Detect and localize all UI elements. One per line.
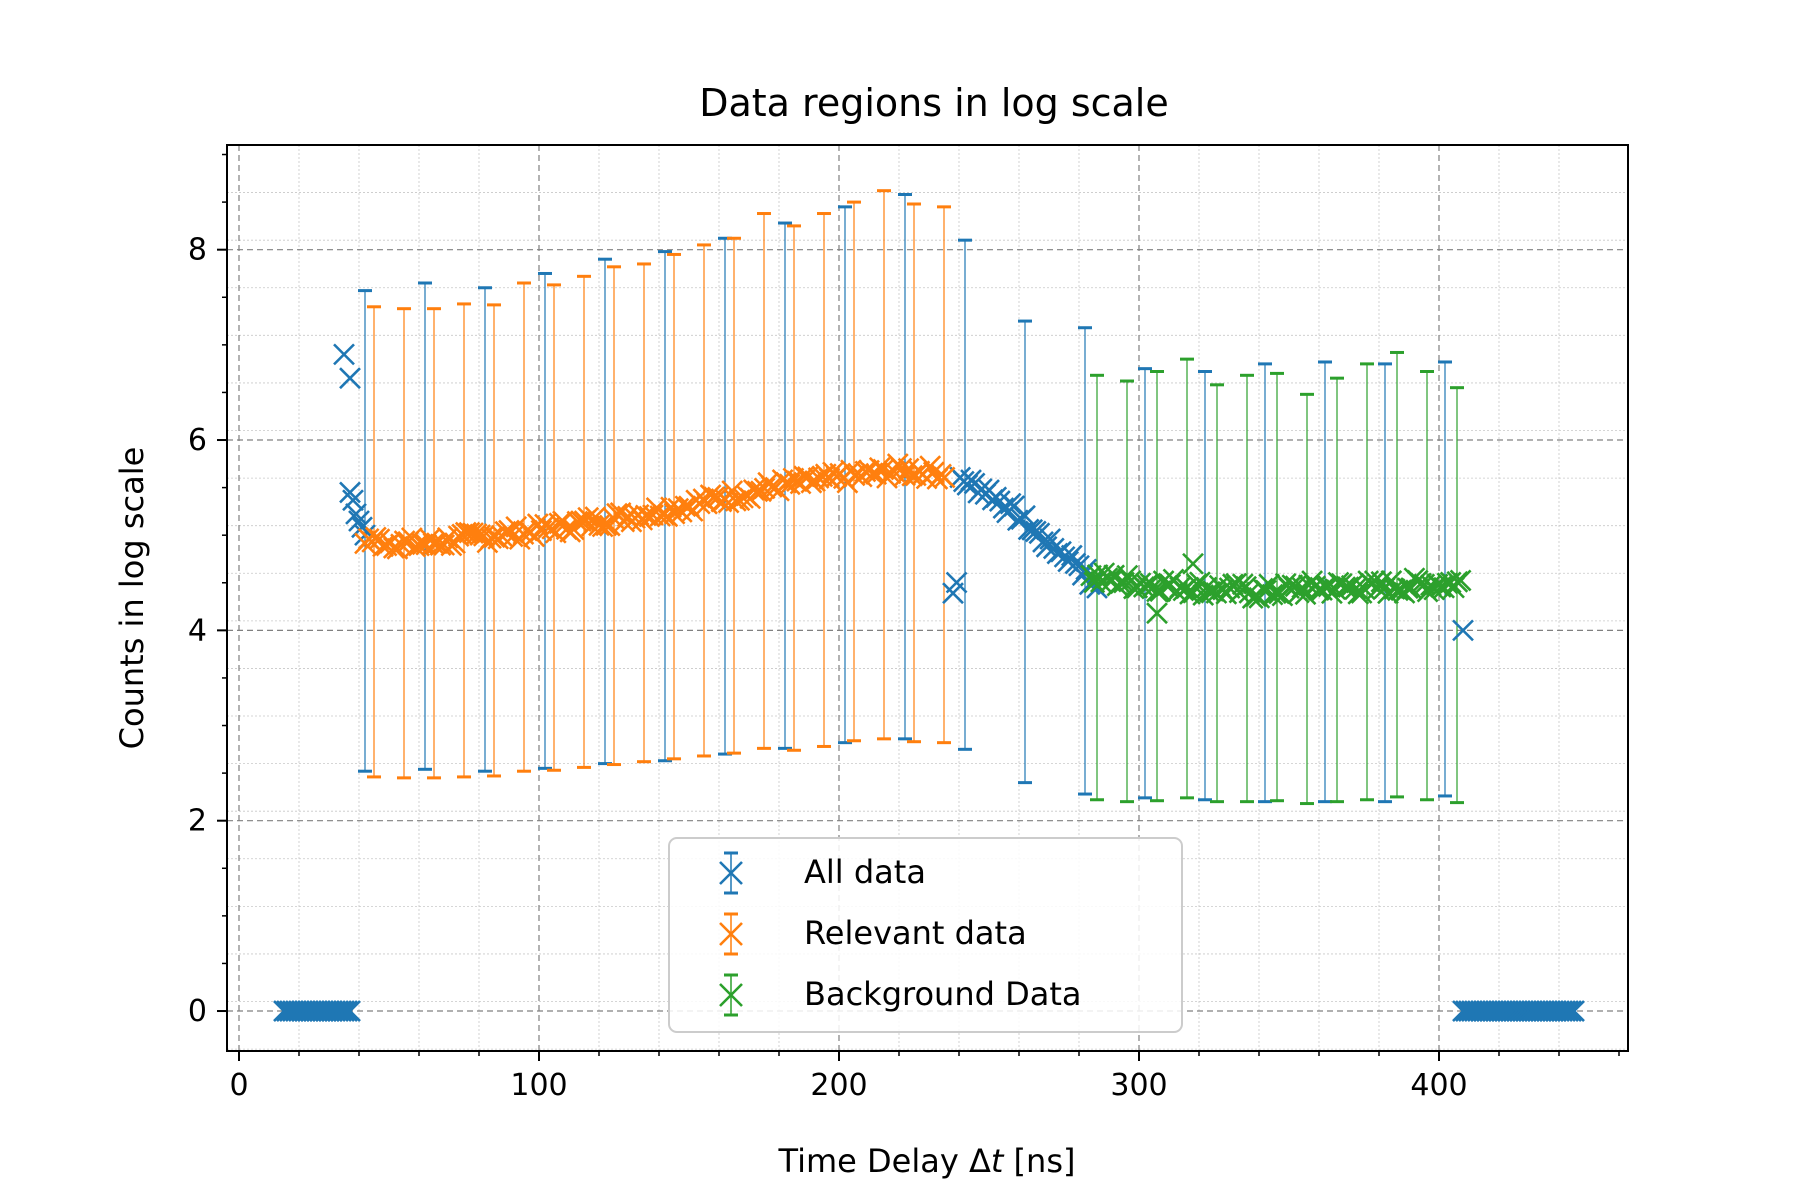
x-tick-label: 0 (229, 1068, 248, 1103)
chart-title: Data regions in log scale (699, 81, 1169, 125)
marker-background (1261, 583, 1284, 606)
marker-relevant (382, 537, 405, 559)
marker-background (1205, 582, 1228, 604)
y-tick-label: 2 (188, 804, 207, 839)
legend-marker-all (719, 861, 743, 885)
marker-all (1554, 1000, 1576, 1022)
marker-relevant (868, 456, 891, 479)
marker-relevant (598, 514, 621, 537)
legend-marker-background (719, 983, 743, 1007)
y-axis-label: Counts in log scale (113, 447, 151, 750)
marker-background (1446, 570, 1469, 593)
marker-background (1370, 570, 1393, 593)
x-tick-label: 100 (510, 1068, 567, 1103)
marker-all (333, 343, 355, 366)
marker-background (1146, 580, 1168, 603)
legend-marker-relevant (719, 922, 743, 946)
marker-all (330, 1000, 352, 1022)
marker-all (339, 1000, 361, 1022)
legend-label-background: Background Data (804, 975, 1081, 1013)
marker-background (1449, 569, 1472, 592)
marker-background (1182, 552, 1204, 575)
marker-relevant (483, 526, 506, 549)
marker-all (336, 1000, 358, 1022)
x-tick-label: 200 (810, 1068, 867, 1103)
marker-background (1436, 572, 1459, 595)
marker-relevant (746, 480, 769, 503)
y-tick-label: 8 (188, 233, 207, 268)
marker-all (339, 367, 361, 390)
y-axis-ticks: 0 2 4 6 8 (188, 153, 227, 1029)
marker-relevant (919, 455, 942, 478)
marker-relevant (465, 523, 488, 546)
marker-all (1560, 1000, 1582, 1022)
marker-relevant (894, 464, 916, 487)
marker-relevant (498, 519, 520, 542)
marker-background (1113, 571, 1135, 594)
errorbars (358, 189, 1464, 806)
y-tick-label: 4 (188, 613, 207, 648)
marker-background (1416, 580, 1439, 603)
marker-relevant (674, 495, 697, 518)
marker-all (1452, 619, 1474, 642)
y-tick-label: 0 (188, 994, 207, 1029)
marker-relevant (570, 510, 592, 533)
marker-relevant (588, 514, 610, 537)
marker-background (1146, 602, 1168, 625)
marker-background (1347, 582, 1370, 605)
marker-background (1396, 577, 1419, 600)
x-tick-label: 400 (1410, 1068, 1467, 1103)
legend: All data Relevant data Background Data (668, 837, 1183, 1033)
x-axis-ticks: 0 100 200 300 400 (229, 1051, 1620, 1103)
marker-relevant (890, 457, 913, 480)
marker-all (945, 571, 968, 594)
legend-label-all: All data (804, 853, 926, 891)
x-tick-label: 300 (1110, 1068, 1167, 1103)
marker-all (1557, 1000, 1579, 1022)
data-markers (273, 343, 1585, 1022)
x-axis-label: Time Delay Δt [ns] (778, 1142, 1076, 1180)
marker-all (345, 502, 367, 525)
marker-background (1116, 564, 1139, 587)
marker-all (339, 481, 361, 504)
marker-relevant (760, 476, 783, 498)
marker-relevant (393, 530, 416, 552)
marker-relevant (933, 466, 956, 489)
marker-all (1014, 504, 1036, 527)
legend-label-relevant: Relevant data (804, 914, 1027, 952)
plot-frame (226, 144, 1629, 1052)
marker-all (1035, 535, 1058, 558)
marker-all (1563, 1000, 1585, 1022)
marker-all (333, 1000, 355, 1022)
marker-background (1136, 573, 1159, 596)
y-tick-label: 6 (188, 423, 207, 458)
marker-all (342, 489, 364, 512)
legend-box (668, 837, 1183, 1033)
marker-relevant (922, 461, 945, 484)
